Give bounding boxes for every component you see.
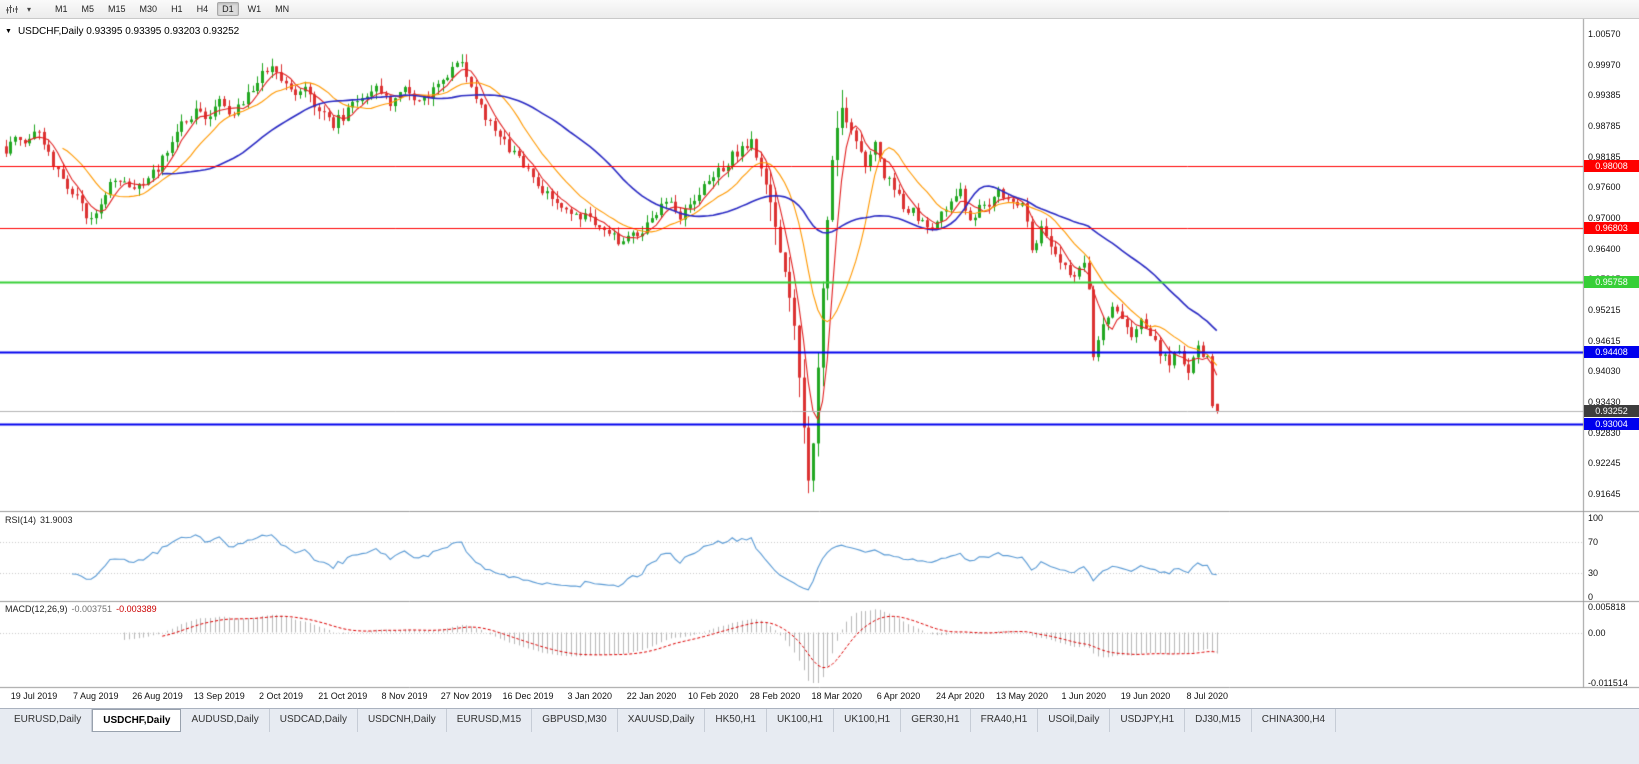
time-axis-label: 13 May 2020 [995, 691, 1049, 701]
chart-ohlc-header: ▼ USDCHF,Daily 0.93395 0.93395 0.93203 0… [5, 26, 239, 37]
price-axis-label: 0.92245 [1588, 458, 1621, 469]
time-axis-label: 22 Jan 2020 [626, 691, 677, 701]
macd-axis-label: 0.005818 [1588, 602, 1626, 612]
rsi-label: RSI(14) [5, 515, 37, 525]
macd-label: MACD(12,26,9) [5, 604, 68, 614]
toolbar-caret-icon[interactable]: ▾ [26, 4, 31, 14]
macd-axis-label: -0.011514 [1588, 678, 1628, 688]
time-axis-label: 8 Jul 2020 [1186, 691, 1229, 701]
price-axis-label: 0.97600 [1588, 182, 1621, 193]
chart-context-arrow-icon[interactable]: ▼ [5, 28, 12, 35]
time-axis-label: 24 Apr 2020 [935, 691, 985, 701]
price-axis-label: 0.94030 [1588, 366, 1621, 377]
timeframe-button-h1[interactable]: H1 [171, 4, 183, 14]
timeframe-button-m1[interactable]: M1 [55, 4, 68, 14]
rsi-axis-label: 30 [1588, 568, 1599, 579]
chart-tools-icon[interactable] [4, 2, 20, 17]
price-axis-label: 0.99385 [1588, 90, 1621, 101]
rsi-axis-label: 0 [1588, 592, 1594, 602]
chart-tab-bar: EURUSD,Daily USDCHF,Daily AUDUSD,Daily USDC… [0, 708, 1639, 764]
macd-axis-label: 0.00 [1588, 627, 1606, 638]
chart-tab-uk100-h1[interactable]: UK100,H1 [767, 709, 835, 732]
time-axis-label: 13 Sep 2019 [193, 691, 245, 701]
hline-price-badge[interactable]: 0.94408 [1584, 345, 1639, 358]
time-axis-label: 21 Oct 2019 [318, 691, 368, 701]
time-axis-label: 7 Aug 2019 [72, 691, 119, 701]
timeframe-toolbar: ▾ M1 M5 M15 M30 H1 H4 D1 W1 MN [0, 0, 1639, 19]
rsi-value: 31.9003 [40, 515, 73, 525]
timeframe-button-m30[interactable]: M30 [139, 4, 158, 14]
time-axis-label: 26 Aug 2019 [132, 691, 183, 701]
rsi-axis-label: 100 [1588, 513, 1604, 523]
timeframe-button-w1[interactable]: W1 [247, 4, 262, 14]
chart-tab-china300-h4[interactable]: CHINA300,H4 [1252, 709, 1337, 732]
timeframe-button-mn[interactable]: MN [275, 4, 290, 14]
rsi-indicator-label: RSI(14) 31.9003 [5, 515, 77, 525]
timeframe-button-h4[interactable]: H4 [196, 4, 209, 14]
chart-tab-usdcnh-daily[interactable]: USDCNH,Daily [358, 709, 447, 732]
price-axis-label: 0.91645 [1588, 489, 1621, 499]
chart-tab-dj30-m15[interactable]: DJ30,M15 [1185, 709, 1252, 732]
time-axis-label: 16 Dec 2019 [502, 691, 554, 701]
hline-price-badge[interactable]: 0.95758 [1584, 276, 1639, 288]
price-axis-label: 0.93430 [1588, 397, 1621, 407]
time-axis-label: 18 Mar 2020 [811, 691, 863, 701]
chart-tab-usdcad-daily[interactable]: USDCAD,Daily [270, 709, 358, 732]
chart-tab-fra40-h1[interactable]: FRA40,H1 [971, 709, 1039, 732]
timeframe-button-m5[interactable]: M5 [81, 4, 95, 14]
chart-tab-ger30-h1[interactable]: GER30,H1 [901, 709, 971, 732]
time-axis-label: 27 Nov 2019 [440, 691, 492, 701]
rsi-axis-label: 70 [1588, 536, 1599, 547]
hline-price-badge[interactable]: 0.98008 [1584, 160, 1639, 173]
price-axis-label: 0.99970 [1588, 59, 1621, 70]
mini-chart-glyph [6, 5, 18, 14]
price-axis-label: 0.94615 [1588, 335, 1621, 346]
time-axis-label: 6 Apr 2020 [876, 691, 921, 701]
price-axis-label: 0.98785 [1588, 121, 1621, 131]
time-axis-label: 19 Jun 2020 [1120, 691, 1171, 701]
time-axis-label: 1 Jun 2020 [1061, 691, 1107, 701]
chart-tab-eurusd-daily[interactable]: EURUSD,Daily [4, 709, 93, 732]
chart-tab-hk50-h1[interactable]: HK50,H1 [705, 709, 767, 732]
chart-tab-eurusd-m15[interactable]: EURUSD,M15 [447, 709, 533, 732]
chart-tab-gbpusd-m30[interactable]: GBPUSD,M30 [532, 709, 618, 732]
time-axis-label: 8 Nov 2019 [381, 691, 428, 701]
chart-tab-audusd-daily[interactable]: AUDUSD,Daily [181, 709, 270, 732]
chart-tab-usoil-daily[interactable]: USOil,Daily [1038, 709, 1111, 732]
timeframe-buttons: M1 M5 M15 M30 H1 H4 D1 W1 MN [50, 2, 298, 16]
hline-price-badge[interactable]: 0.96803 [1584, 222, 1639, 235]
price-axis-label: 0.97000 [1588, 213, 1621, 223]
hline-price-badge[interactable]: 0.93004 [1584, 417, 1639, 430]
chart-tab-usdjpy-h1[interactable]: USDJPY,H1 [1110, 709, 1186, 732]
time-axis-label: 10 Feb 2020 [687, 691, 739, 701]
chart-tab-usdchf-daily[interactable]: USDCHF,Daily [92, 709, 182, 732]
price-axis-label: 0.96400 [1588, 243, 1621, 254]
price-axis-label: 0.98185 [1588, 151, 1621, 162]
price-axis-label: 1.00570 [1588, 29, 1621, 39]
price-axis-label: 0.95215 [1588, 305, 1621, 315]
timeframe-button-d1[interactable]: D1 [217, 2, 239, 16]
time-axis-label: 19 Jul 2019 [10, 691, 58, 701]
chart-area: ▼ USDCHF,Daily 0.93395 0.93395 0.93203 0… [0, 19, 1639, 708]
macd-indicator-label: MACD(12,26,9) -0.003751 -0.003389 [5, 604, 161, 614]
price-axis-label: 0.92830 [1588, 427, 1621, 438]
time-axis-label: 3 Jan 2020 [567, 691, 613, 701]
chart-tabs: EURUSD,Daily USDCHF,Daily AUDUSD,Daily USDC… [0, 709, 1639, 732]
time-axis-label: 28 Feb 2020 [749, 691, 801, 701]
price-chart-canvas[interactable] [0, 19, 1639, 708]
macd-main-value: -0.003751 [71, 604, 113, 614]
macd-signal-value: -0.003389 [116, 604, 157, 614]
time-axis-label: 2 Oct 2019 [258, 691, 304, 701]
chart-tab-uk100-h1[interactable]: UK100,H1 [834, 709, 902, 732]
bid-price-badge: 0.93252 [1584, 405, 1639, 418]
symbol-ohlc-text: USDCHF,Daily 0.93395 0.93395 0.93203 0.9… [17, 26, 240, 37]
chart-tab-xauusd-daily[interactable]: XAUUSD,Daily [618, 709, 706, 732]
timeframe-button-m15[interactable]: M15 [108, 4, 126, 14]
